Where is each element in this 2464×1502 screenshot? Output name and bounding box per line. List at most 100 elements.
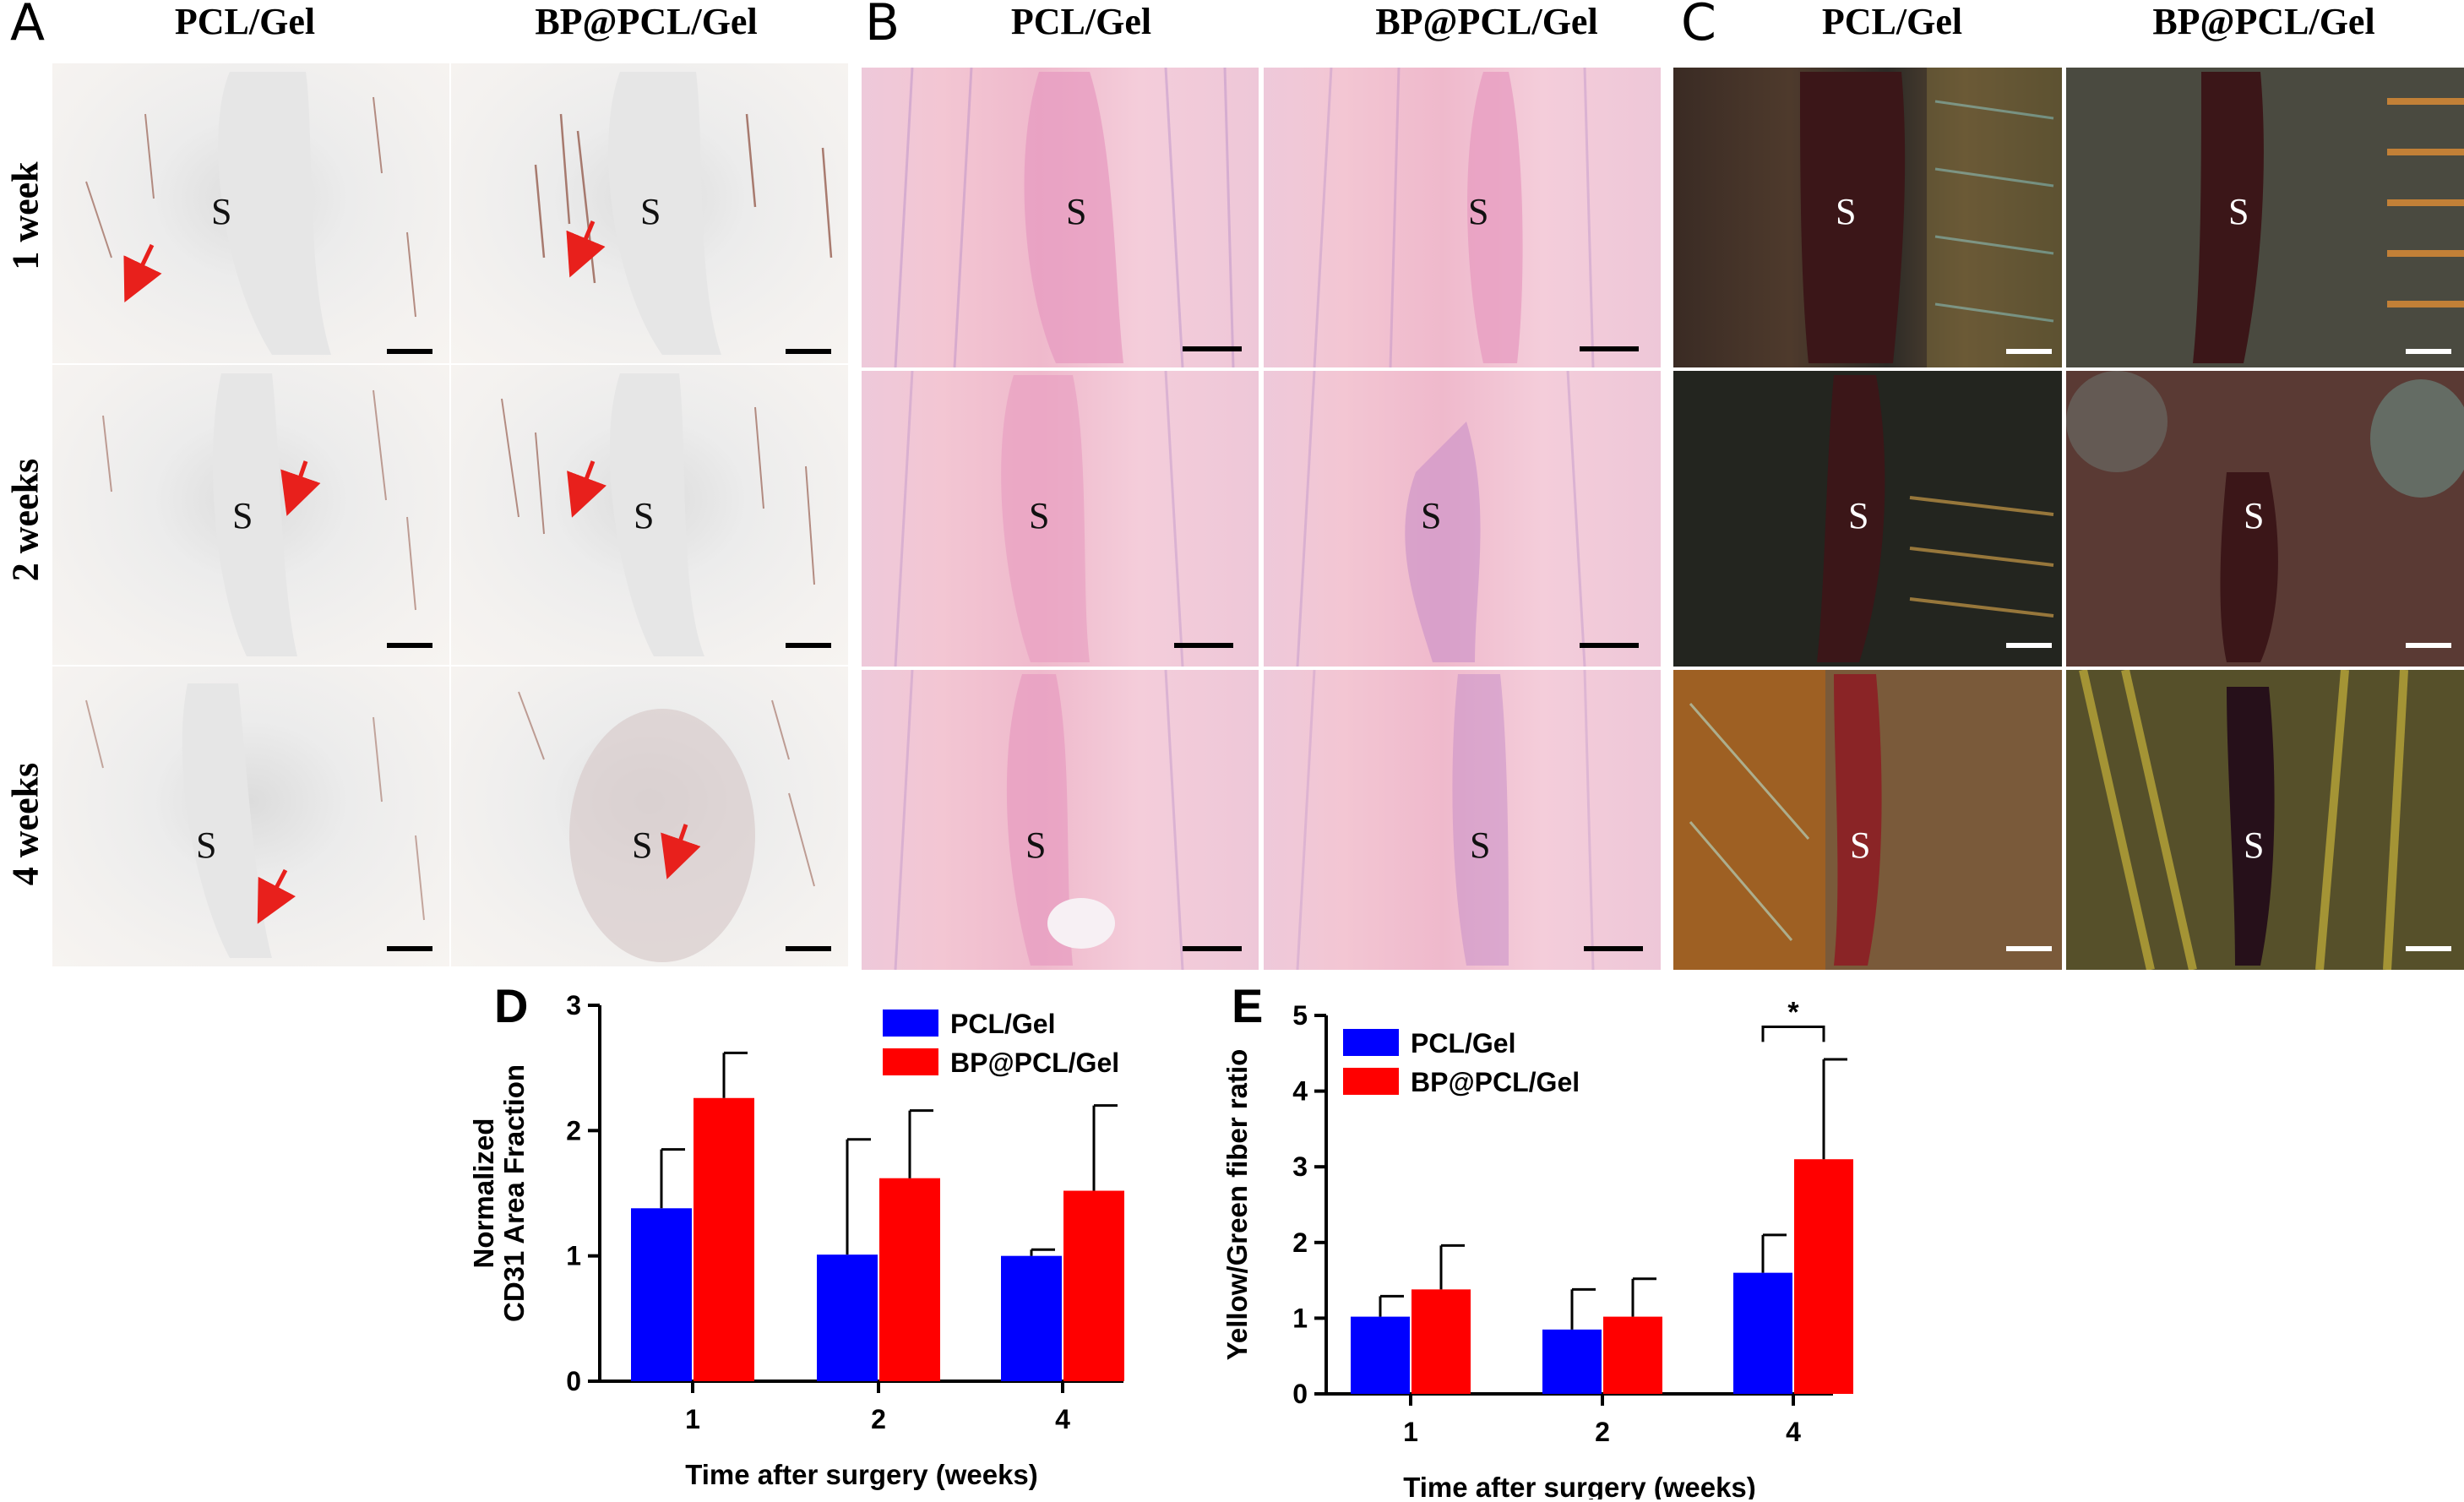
sample-label: S <box>1848 495 1869 536</box>
significance-bracket <box>1761 1025 1825 1042</box>
psr-image-pcl-2w <box>1673 371 2062 667</box>
sample-label: S <box>2244 824 2265 866</box>
bar-pcl-gel <box>1351 1316 1410 1394</box>
ihc-image-bp-1w <box>451 63 848 363</box>
panel-b-column-pcl-gel: PCL/Gel <box>1010 1 1152 42</box>
bar-bp-pcl-gel <box>1603 1316 1662 1394</box>
legend-label: PCL/Gel <box>1411 1028 1515 1058</box>
panel-letter-d: D <box>494 979 528 1032</box>
sample-label: S <box>1468 191 1489 232</box>
y-axis-label: CD31 Area Fraction <box>498 1064 530 1322</box>
scale-bar <box>387 349 432 354</box>
scale-bar <box>2006 643 2052 648</box>
scale-bar <box>1584 946 1643 951</box>
panel-b-column-bp-pcl-gel: BP@PCL/Gel <box>1375 1 1598 42</box>
psr-image-bp-4w <box>2066 670 2464 970</box>
scale-bar <box>2006 349 2052 354</box>
sample-label: S <box>640 191 661 232</box>
bar-pcl-gel <box>1001 1255 1062 1381</box>
psr-image-bp-1w <box>2066 68 2464 367</box>
psr-image-bp-2w <box>2066 371 2464 667</box>
he-image-bp-2w <box>1264 371 1661 667</box>
he-image-pcl-4w <box>862 670 1259 970</box>
panel-a-column-pcl-gel: PCL/Gel <box>174 1 316 42</box>
y-tick-label: 4 <box>1292 1076 1308 1107</box>
legend-label: BP@PCL/Gel <box>950 1048 1119 1078</box>
panel-letter-b: B <box>865 0 900 52</box>
sample-label: S <box>632 824 653 866</box>
bar-bp-pcl-gel <box>1063 1190 1124 1381</box>
y-tick-label: 3 <box>1292 1151 1308 1182</box>
legend-swatch <box>1343 1029 1399 1056</box>
sample-label: S <box>2228 191 2249 232</box>
scale-bar <box>2406 349 2451 354</box>
scale-bar <box>1174 643 1233 648</box>
panel-letter-e: E <box>1232 979 1263 1032</box>
x-tick-label: 1 <box>1403 1417 1418 1447</box>
y-axis-label: Yellow/Green fiber ratio <box>1221 1049 1253 1361</box>
ihc-image-pcl-4w <box>52 667 449 966</box>
scale-bar <box>786 349 831 354</box>
psr-image-pcl-4w <box>1673 670 2062 970</box>
scale-bar <box>2406 643 2451 648</box>
y-tick-label: 0 <box>1292 1379 1308 1409</box>
sample-label: S <box>196 824 217 866</box>
x-tick-label: 2 <box>871 1404 886 1434</box>
panel-c-column-pcl-gel: PCL/Gel <box>1821 1 1963 42</box>
x-tick-label: 4 <box>1055 1404 1070 1434</box>
panel-c-column-bp-pcl-gel: BP@PCL/Gel <box>2152 1 2375 42</box>
bar-pcl-gel <box>631 1208 692 1381</box>
sample-label: S <box>1066 191 1087 232</box>
he-image-pcl-2w <box>862 371 1259 667</box>
scale-bar <box>786 946 831 951</box>
y-tick-label: 1 <box>1292 1303 1308 1333</box>
legend-swatch <box>883 1009 938 1037</box>
y-axis-label: Normalized <box>468 1118 499 1269</box>
sample-label: S <box>2244 495 2265 536</box>
arrow-icon <box>280 460 321 516</box>
ihc-image-bp-2w <box>451 365 848 665</box>
arrow-icon <box>257 868 296 924</box>
sample-label: S <box>634 495 655 536</box>
he-image-bp-4w <box>1264 670 1661 970</box>
y-tick-label: 1 <box>566 1241 581 1271</box>
scale-bar <box>786 643 831 648</box>
chart-e: E 0 1 2 3 4 5 1 2 4 Time after surgery (weeks) Yell… <box>1221 979 1853 1499</box>
sample-label: S <box>1470 824 1491 866</box>
panel-letter-c: C <box>1681 0 1716 52</box>
sample-label: S <box>1850 824 1871 866</box>
arrow-icon <box>661 824 701 879</box>
x-tick-label: 4 <box>1786 1417 1801 1447</box>
y-tick-label: 0 <box>566 1366 581 1396</box>
sample-label: S <box>1025 824 1047 866</box>
legend-swatch <box>883 1048 938 1075</box>
panel-a-arrows <box>123 220 701 924</box>
y-tick-label: 5 <box>1292 1000 1308 1031</box>
legend-label: BP@PCL/Gel <box>1411 1067 1580 1097</box>
bar-bp-pcl-gel <box>694 1097 754 1381</box>
scale-bar <box>387 643 432 648</box>
arrow-icon <box>566 220 606 278</box>
ihc-image-pcl-2w <box>52 365 449 665</box>
legend-swatch <box>1343 1068 1399 1095</box>
significance-marker: * <box>1787 996 1799 1028</box>
scale-bar <box>2006 946 2052 951</box>
sample-label: S <box>1029 495 1050 536</box>
panel-letter-a: A <box>10 0 46 52</box>
x-tick-label: 1 <box>685 1404 700 1434</box>
bar-bp-pcl-gel <box>879 1178 940 1381</box>
psr-image-pcl-1w <box>1673 68 2062 367</box>
x-axis-label: Time after surgery (weeks) <box>685 1459 1038 1490</box>
sample-label: S <box>1421 495 1442 536</box>
sample-label: S <box>232 495 253 536</box>
scale-bar <box>1580 643 1639 648</box>
bar-bp-pcl-gel <box>1411 1289 1471 1394</box>
arrow-icon <box>567 460 606 518</box>
legend-label: PCL/Gel <box>950 1009 1055 1039</box>
x-axis-label: Time after surgery (weeks) <box>1403 1472 1756 1499</box>
bar-pcl-gel <box>817 1254 878 1381</box>
scale-bar <box>1183 946 1242 951</box>
bar-pcl-gel <box>1542 1329 1602 1394</box>
scale-bar <box>2406 946 2451 951</box>
ihc-image-pcl-1w <box>52 63 449 363</box>
